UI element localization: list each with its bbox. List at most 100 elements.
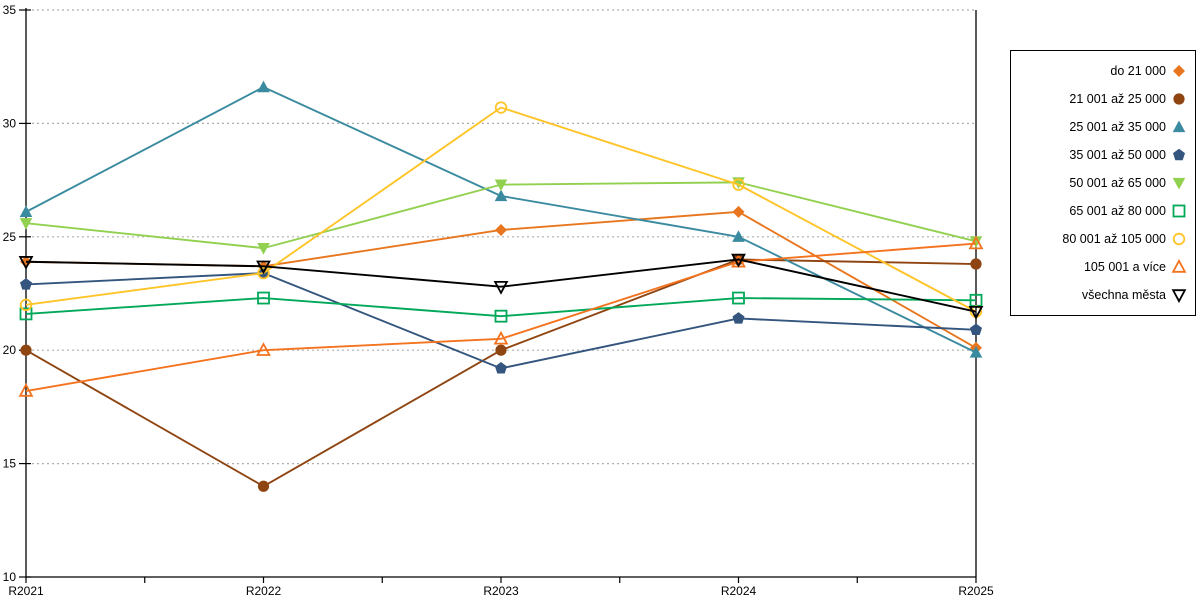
x-tick-label: R2022 [246,584,282,598]
data-point [731,253,746,268]
triangle-up-marker-icon [1172,120,1186,133]
square-open-marker-icon [19,307,33,321]
legend-marker [1172,120,1186,133]
data-point [494,189,508,202]
legend-marker [1172,177,1186,190]
square-open-marker-icon [257,291,270,305]
data-point [256,342,271,356]
legend-label: 80 001 až 105 000 [1062,232,1166,246]
data-point [19,218,33,230]
data-point [18,256,34,270]
legend-label: do 21 000 [1110,64,1166,78]
legend-item-5: 50 001 až 65 000 [1017,175,1187,191]
triangle-down-marker-icon [494,179,508,192]
data-point [20,278,32,290]
data-point [257,291,270,305]
legend-marker [1171,289,1187,303]
legend-label: 50 001 až 65 000 [1069,176,1166,190]
data-point [19,298,33,312]
legend-marker [1171,259,1187,273]
data-point [256,260,271,275]
triangle-down-marker-icon [969,236,983,248]
diamond-marker-icon [732,205,745,218]
triangle-down-open-marker-icon [18,256,34,270]
triangle-up-marker-icon [969,345,983,358]
triangle-down-marker-icon [257,243,270,255]
pentagon-marker-icon [495,362,507,374]
triangle-down-open-marker-icon [731,253,746,268]
triangle-up-marker-icon [19,205,33,217]
x-tick-label: R2023 [483,584,519,598]
x-tick-label: R2024 [721,584,757,598]
legend-item-2: 21 001 až 25 000 [1017,91,1187,107]
legend-label: všechna města [1081,288,1166,302]
y-tick-label: 25 [3,230,17,244]
circle-marker-icon [970,258,982,270]
series-line-8 [25,242,977,392]
triangle-up-open-marker-icon [493,330,509,345]
triangle-up-open-marker-icon [968,235,984,250]
data-point [257,266,270,280]
data-point [494,179,508,192]
data-point [257,80,270,93]
data-point [495,362,507,374]
data-point [19,205,33,217]
data-point [732,312,745,324]
legend-marker [1173,65,1185,77]
legend-item-9: všechna města [1017,287,1187,303]
x-tick-label: R2025 [958,584,994,598]
triangle-up-marker-icon [257,80,270,93]
data-point [968,305,984,320]
circle-marker-icon [1173,93,1185,105]
circle-marker-icon [495,344,507,356]
square-open-marker-icon [494,309,508,323]
data-point [494,309,508,323]
legend-label: 105 001 a více [1083,260,1166,274]
data-point [494,101,508,114]
triangle-up-marker-icon [732,230,745,242]
legend-item-8: 105 001 a více [1017,259,1187,275]
legend-label: 25 001 až 35 000 [1069,120,1166,134]
data-point [969,236,983,248]
triangle-up-open-marker-icon [1171,259,1187,273]
triangle-up-open-marker-icon [256,342,271,356]
pentagon-marker-icon [1173,148,1185,161]
data-point [20,344,32,356]
triangle-up-open-marker-icon [18,382,34,397]
y-tick-label: 10 [3,570,17,584]
y-tick-label: 35 [3,3,17,17]
legend-item-7: 80 001 až 105 000 [1017,231,1187,247]
triangle-up-marker-icon [494,189,508,202]
series-line-9 [25,258,977,313]
data-point [495,223,507,236]
legend-item-3: 25 001 až 35 000 [1017,119,1187,135]
series-line-6 [25,297,977,318]
circle-marker-icon [20,344,32,356]
series-line-7 [25,106,977,313]
diamond-marker-icon [1173,65,1185,77]
legend-marker [1172,232,1186,246]
legend-marker [1173,148,1185,161]
legend-box: do 21 000 21 001 až 25 000 25 001 až 35 00… [1010,50,1196,316]
data-point [968,235,984,250]
data-point [493,280,509,295]
y-tick-label: 15 [3,457,17,471]
circle-open-marker-icon [732,178,745,191]
data-point [495,344,507,356]
square-open-marker-icon [732,291,745,305]
legend-label: 21 001 až 25 000 [1069,92,1166,106]
triangle-down-open-marker-icon [256,260,271,275]
triangle-down-marker-icon [1172,177,1186,190]
triangle-down-open-marker-icon [1171,289,1187,303]
data-point [970,258,982,270]
legend-item-6: 65 001 až 80 000 [1017,203,1187,219]
data-point [732,178,745,191]
circle-open-marker-icon [257,266,270,280]
circle-open-marker-icon [494,101,508,114]
circle-open-marker-icon [19,298,33,312]
circle-marker-icon [257,480,270,492]
data-point [732,205,745,218]
legend-marker [1173,93,1185,105]
